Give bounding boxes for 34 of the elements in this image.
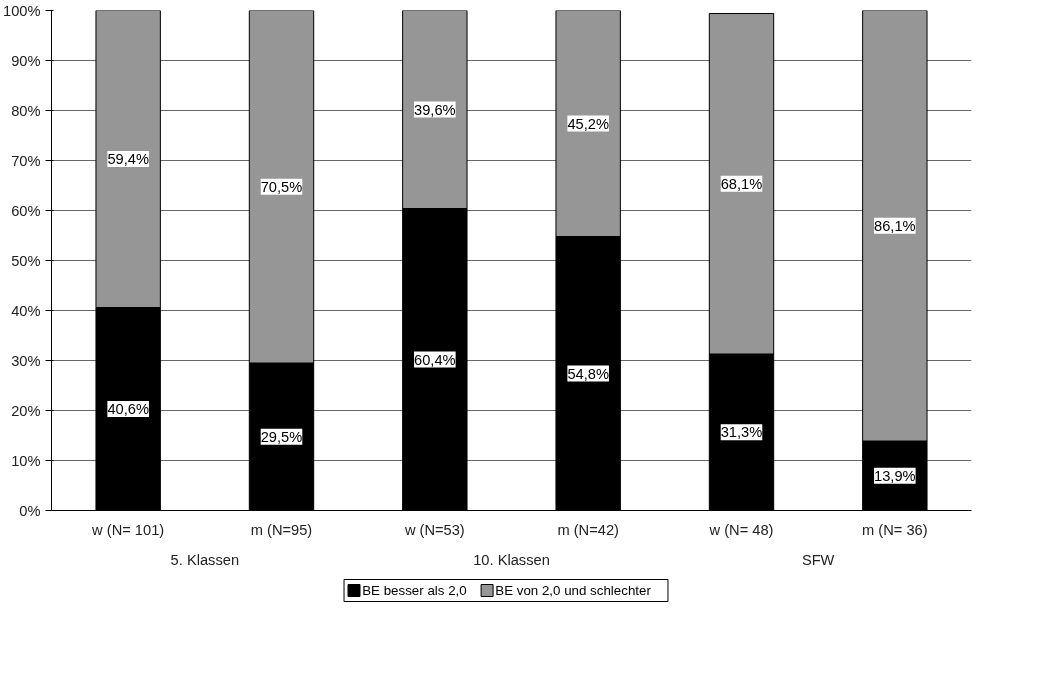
data-label: 54,8% <box>567 365 609 382</box>
legend-label: BE besser als 2,0 <box>362 583 467 598</box>
data-label: 40,6% <box>107 401 149 417</box>
y-tick-label: 70% <box>11 152 41 169</box>
x-tick-label: w (N= 48) <box>708 521 774 538</box>
data-label: 60,4% <box>414 351 456 368</box>
data-label: 39,6% <box>414 101 456 118</box>
legend-label: BE von 2,0 und schlechter <box>495 583 652 598</box>
y-tick-label: 20% <box>11 402 41 419</box>
x-tick-label: w (N=53) <box>403 521 465 538</box>
text: 5. Klassen <box>170 551 240 568</box>
x-tick-label: m (N=42) <box>557 521 619 538</box>
data-label: 13,9% <box>874 467 916 484</box>
y-tick-label: 10% <box>11 452 41 469</box>
y-tick-label: 80% <box>11 102 41 119</box>
data-label: 31,3% <box>720 424 763 441</box>
data-label: 45,2% <box>567 115 609 132</box>
y-tick-label: 0% <box>19 502 41 519</box>
y-tick-label: 90% <box>11 52 41 69</box>
y-tick-label: 50% <box>11 252 41 269</box>
data-label: 70,5% <box>260 178 303 195</box>
y-tick-label: 30% <box>11 352 41 369</box>
data-label: 68,1% <box>720 175 763 192</box>
x-tick-label: w (N= 101) <box>91 521 165 538</box>
x-tick-label: m (N= 36) <box>862 521 928 538</box>
y-tick-label: 40% <box>11 302 41 319</box>
data-label: 29,5% <box>260 428 303 445</box>
data-label: 59,4% <box>107 151 149 167</box>
x-tick-label: m (N=95) <box>250 521 313 538</box>
data-label: 86,1% <box>874 217 916 234</box>
y-tick-label: 60% <box>11 202 41 219</box>
text: SFW <box>801 551 835 568</box>
text: 10. Klassen <box>473 551 550 568</box>
y-tick-label: 100% <box>3 2 41 19</box>
